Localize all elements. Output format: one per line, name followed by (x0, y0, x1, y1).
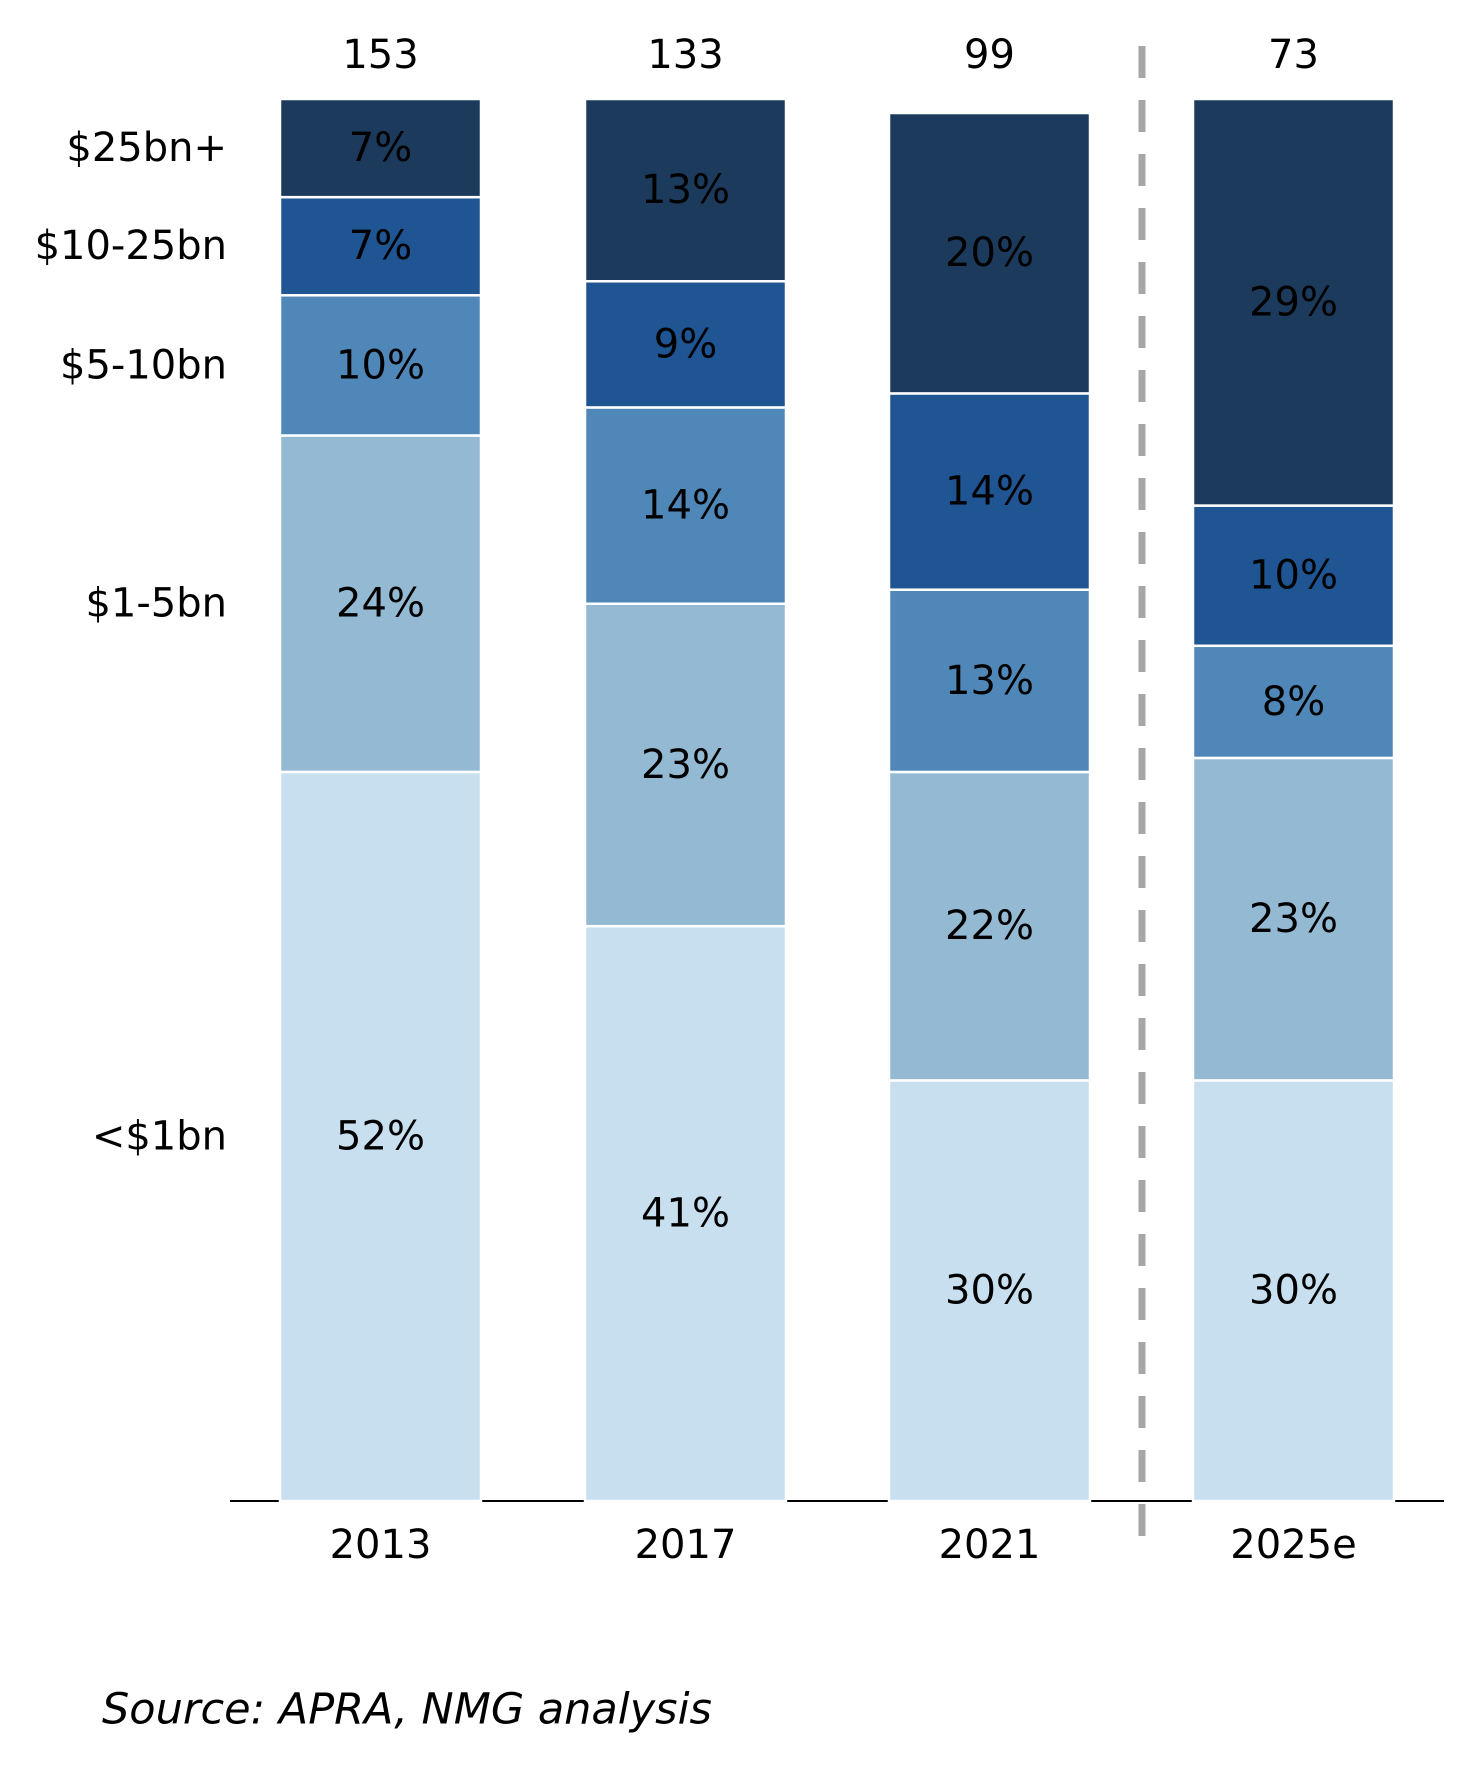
data-label: 24% (336, 581, 425, 627)
legend-label: <$1bn (92, 1113, 227, 1159)
data-label: 10% (1249, 553, 1338, 599)
data-label: 7% (349, 223, 412, 269)
data-label: 30% (1249, 1268, 1338, 1314)
data-label: 22% (945, 903, 1034, 949)
bar-segment (278, 195, 483, 297)
data-label: 23% (641, 742, 730, 788)
bar-segment (1191, 97, 1396, 507)
data-label: 23% (1249, 896, 1338, 942)
x-tick-label: 2025e (1230, 1522, 1356, 1568)
total-label: 133 (647, 32, 723, 78)
source-note: Source: APRA, NMG analysis (102, 1685, 712, 1735)
data-label: 20% (945, 230, 1034, 276)
x-tick-label: 2017 (635, 1522, 737, 1568)
data-label: 29% (1249, 279, 1338, 325)
bar-segment (887, 588, 1092, 774)
data-label: 13% (641, 167, 730, 213)
legend-label: $1-5bn (85, 581, 227, 627)
total-label: 99 (964, 32, 1015, 78)
total-label: 73 (1268, 32, 1319, 78)
bar-segment (1191, 644, 1396, 760)
bar-segment (887, 111, 1092, 395)
data-label: 9% (654, 321, 717, 367)
bar-segment (278, 97, 483, 199)
data-label: 8% (1262, 679, 1325, 725)
total-label: 153 (342, 32, 418, 78)
data-label: 10% (336, 342, 425, 388)
bar-segment (583, 924, 788, 1503)
legend-label: $25bn+ (66, 125, 227, 171)
x-tick-label: 2013 (330, 1522, 432, 1568)
bar-segment (887, 1079, 1092, 1503)
bar-segment (1191, 504, 1396, 648)
bar-segment (583, 602, 788, 928)
data-label: 14% (945, 469, 1034, 515)
bar-segment (278, 434, 483, 774)
bar-segment (583, 280, 788, 409)
x-tick-label: 2021 (939, 1522, 1041, 1568)
bar-segment (887, 770, 1092, 1082)
data-label: 7% (349, 125, 412, 171)
bar-segment (887, 392, 1092, 591)
data-label: 30% (945, 1268, 1034, 1314)
data-label: 14% (641, 483, 730, 529)
data-label: 13% (945, 658, 1034, 704)
legend-label: $10-25bn (35, 223, 227, 269)
legend-label: $5-10bn (60, 342, 227, 388)
data-label: 52% (336, 1113, 425, 1159)
data-label: 41% (641, 1191, 730, 1237)
bar-segment (583, 406, 788, 605)
bar-segment (583, 97, 788, 283)
